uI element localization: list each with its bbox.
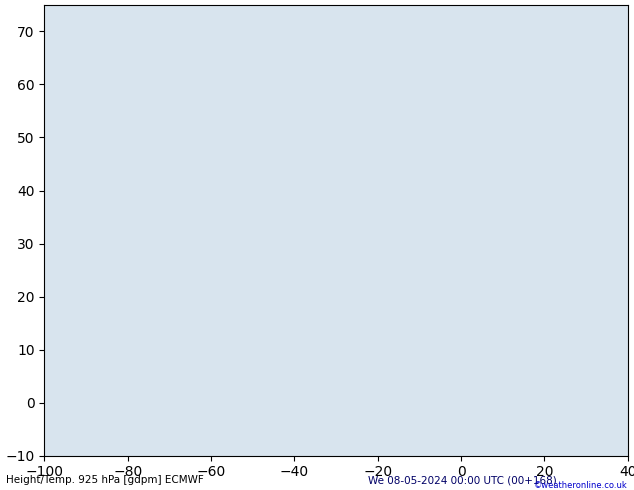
Text: We 08-05-2024 00:00 UTC (00+168): We 08-05-2024 00:00 UTC (00+168) xyxy=(368,475,557,485)
Text: ©weatheronline.co.uk: ©weatheronline.co.uk xyxy=(534,481,628,490)
Text: Height/Temp. 925 hPa [gdpm] ECMWF: Height/Temp. 925 hPa [gdpm] ECMWF xyxy=(6,475,204,485)
